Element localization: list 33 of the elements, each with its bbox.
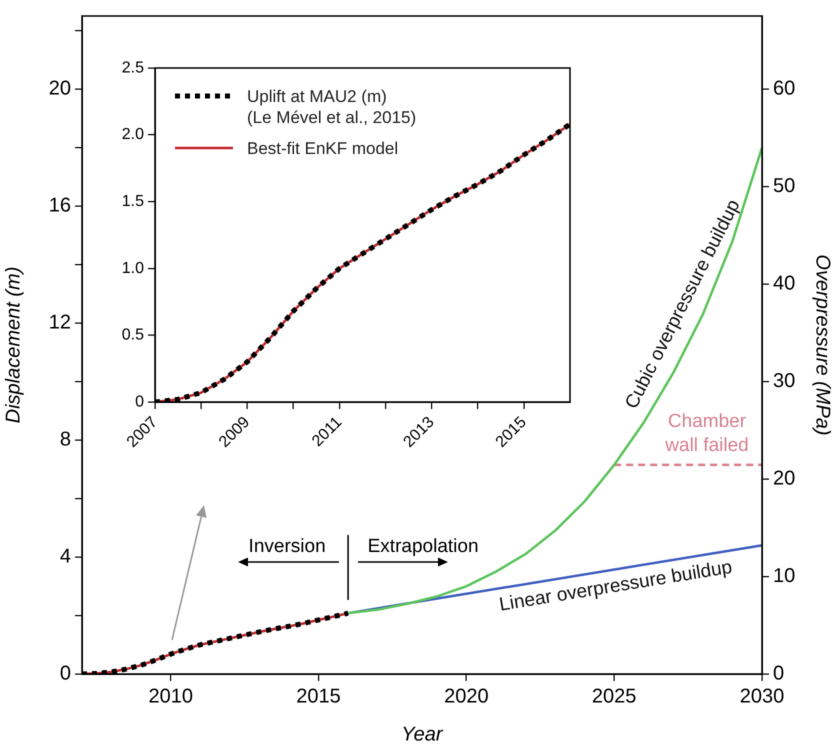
legend-label: Uplift at MAU2 (m) (Le Mével et al., 2015) bbox=[247, 86, 416, 128]
y-axis-title: Displacement (m) bbox=[2, 266, 25, 424]
y2-tick-label: 20 bbox=[773, 468, 796, 490]
y-tick-label: 2.5 bbox=[122, 59, 144, 76]
y-tick-label: 2.0 bbox=[122, 126, 144, 144]
x-tick-label: 2020 bbox=[444, 686, 489, 708]
legend-label: Best-fit EnKF model bbox=[247, 138, 398, 159]
x-tick-label: 2015 bbox=[296, 686, 341, 708]
y-tick-label: 8 bbox=[60, 428, 71, 451]
y-tick-label: 20 bbox=[48, 78, 71, 100]
x-axis-title: Year bbox=[401, 724, 444, 746]
y2-tick-label: 40 bbox=[773, 272, 796, 295]
y2-tick-label: 10 bbox=[773, 565, 796, 588]
y2-tick-label: 30 bbox=[773, 370, 796, 392]
x-tick-label: 2030 bbox=[740, 686, 784, 708]
y-tick-label: 0 bbox=[135, 393, 144, 410]
annotation: Extrapolation bbox=[368, 536, 479, 558]
series-label: Chamber wall failed bbox=[664, 410, 749, 456]
y2-axis-title: Overpressure (MPa) bbox=[811, 254, 834, 436]
y-tick-label: 0.5 bbox=[122, 326, 144, 344]
y2-tick-label: 60 bbox=[773, 78, 796, 100]
y2-tick-label: 50 bbox=[773, 175, 796, 198]
annotation: Inversion bbox=[248, 536, 326, 558]
y-tick-label: 1.5 bbox=[122, 193, 144, 210]
y-tick-label: 16 bbox=[48, 194, 71, 217]
x-tick-label: 2025 bbox=[592, 686, 636, 708]
x-tick-label: 2010 bbox=[148, 686, 193, 708]
y2-tick-label: 0 bbox=[773, 662, 784, 685]
text: Linear overpressure buildup bbox=[498, 556, 734, 616]
y-tick-label: 12 bbox=[48, 312, 71, 334]
y-tick-label: 1.0 bbox=[122, 260, 144, 277]
y-tick-label: 0 bbox=[60, 662, 71, 685]
y-tick-label: 4 bbox=[60, 546, 71, 568]
